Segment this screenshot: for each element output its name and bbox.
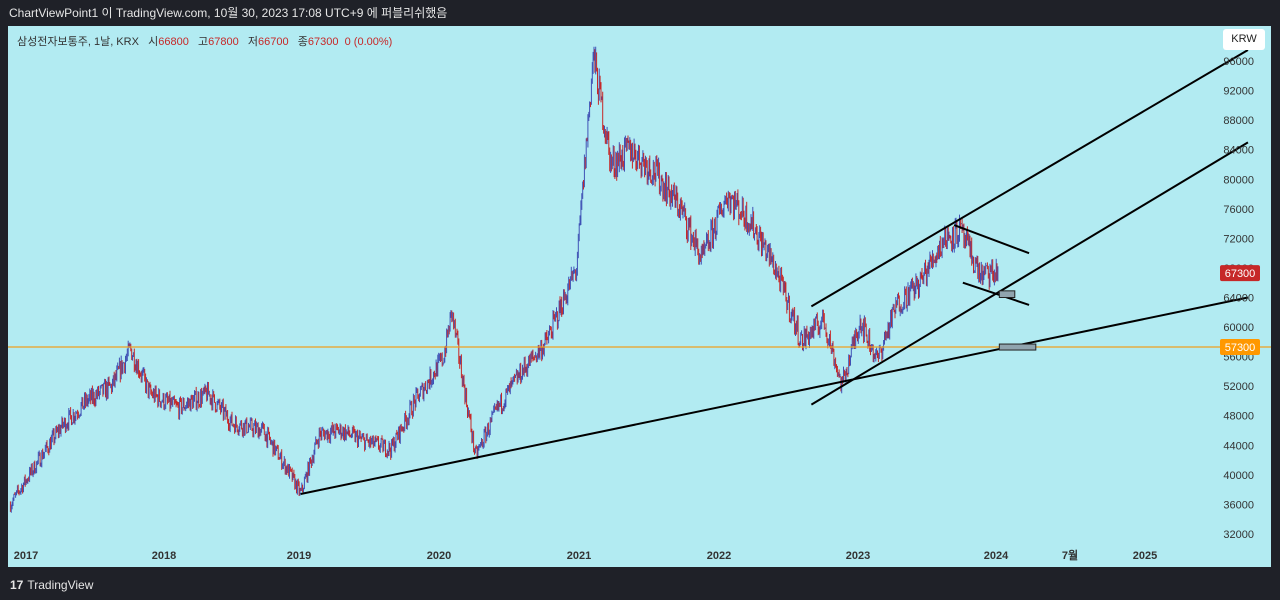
price-tick-label: 88000 (1223, 115, 1254, 127)
time-tick-label: 2025 (1133, 550, 1157, 562)
time-tick-label: 7월 (1062, 548, 1078, 562)
current-price-tag: 67300 (1225, 268, 1256, 280)
price-tick-label: 84000 (1223, 145, 1254, 157)
drawings-layer (8, 49, 1271, 496)
price-tick-label: 80000 (1223, 174, 1254, 186)
price-tick-label: 36000 (1223, 499, 1254, 511)
time-tick-label: 2017 (14, 550, 38, 562)
price-axis: 3200036000400004400048000520005600060000… (1223, 56, 1254, 541)
time-tick-label: 2020 (427, 550, 451, 562)
time-tick-label: 2022 (707, 550, 731, 562)
price-tick-label: 44000 (1223, 440, 1254, 452)
candle-series (9, 46, 999, 513)
price-tick-label: 48000 (1223, 411, 1254, 423)
tradingview-logo[interactable]: 17 TradingView (10, 578, 93, 592)
footer: 17 TradingView (0, 570, 1280, 600)
current-price-tag-bg (1220, 265, 1260, 282)
currency-button[interactable]: KRW (1223, 29, 1265, 50)
time-tick-label: 2024 (984, 550, 1009, 562)
low-value: 66700 (258, 36, 289, 48)
time-tick-label: 2019 (287, 550, 311, 562)
price-tick-label: 40000 (1223, 470, 1254, 482)
price-tick-label: 72000 (1223, 233, 1254, 245)
symbol-legend: 삼성전자보통주, 1날, KRX 시66800 고67800 저66700 종6… (17, 33, 392, 49)
zone-box (998, 290, 1016, 298)
trend-line (810, 49, 1249, 308)
time-tick-label: 2023 (846, 550, 870, 562)
chart-area[interactable] (8, 26, 1271, 567)
price-tick-label: 92000 (1223, 86, 1254, 98)
price-tick-label: 32000 (1223, 529, 1254, 541)
close-value: 67300 (307, 36, 339, 48)
high-label: 고 (197, 36, 209, 48)
open-value: 66800 (158, 36, 189, 48)
price-tick-label: 76000 (1223, 204, 1254, 216)
price-tick-label: 96000 (1223, 56, 1254, 68)
trend-line (953, 224, 1030, 255)
low-label: 저 (247, 36, 258, 48)
horizontal-line-price-tag-bg (1220, 339, 1260, 355)
price-tick-label: 52000 (1223, 381, 1254, 393)
price-tags: 67300 57300 (1220, 265, 1260, 355)
time-axis: 2017 2018 2019 2020 2021 2022 2023 2024 7월 2025 (14, 548, 1157, 562)
change-value: 0 (0.00%) (344, 36, 393, 48)
price-tick-label: 64000 (1223, 293, 1254, 305)
close-label: 종 (297, 36, 308, 48)
publish-attribution: ChartViewPoint1 이 TradingView.com, 10월 3… (9, 6, 448, 20)
zone-box (998, 343, 1037, 351)
tradingview-logo-text: TradingView (27, 578, 94, 592)
trend-line (300, 296, 1249, 496)
symbol-name: 삼성전자보통주, 1날, KRX (17, 36, 139, 48)
time-tick-label: 2018 (152, 550, 176, 562)
open-label: 시 (148, 36, 159, 48)
trend-line (810, 141, 1249, 406)
horizontal-line-price-tag: 57300 (1225, 342, 1256, 354)
price-tick-label: 60000 (1223, 322, 1254, 334)
trend-line (962, 281, 1030, 306)
high-value: 67800 (208, 36, 239, 48)
tradingview-logo-icon: 17 (10, 578, 24, 592)
time-tick-label: 2021 (567, 550, 591, 562)
